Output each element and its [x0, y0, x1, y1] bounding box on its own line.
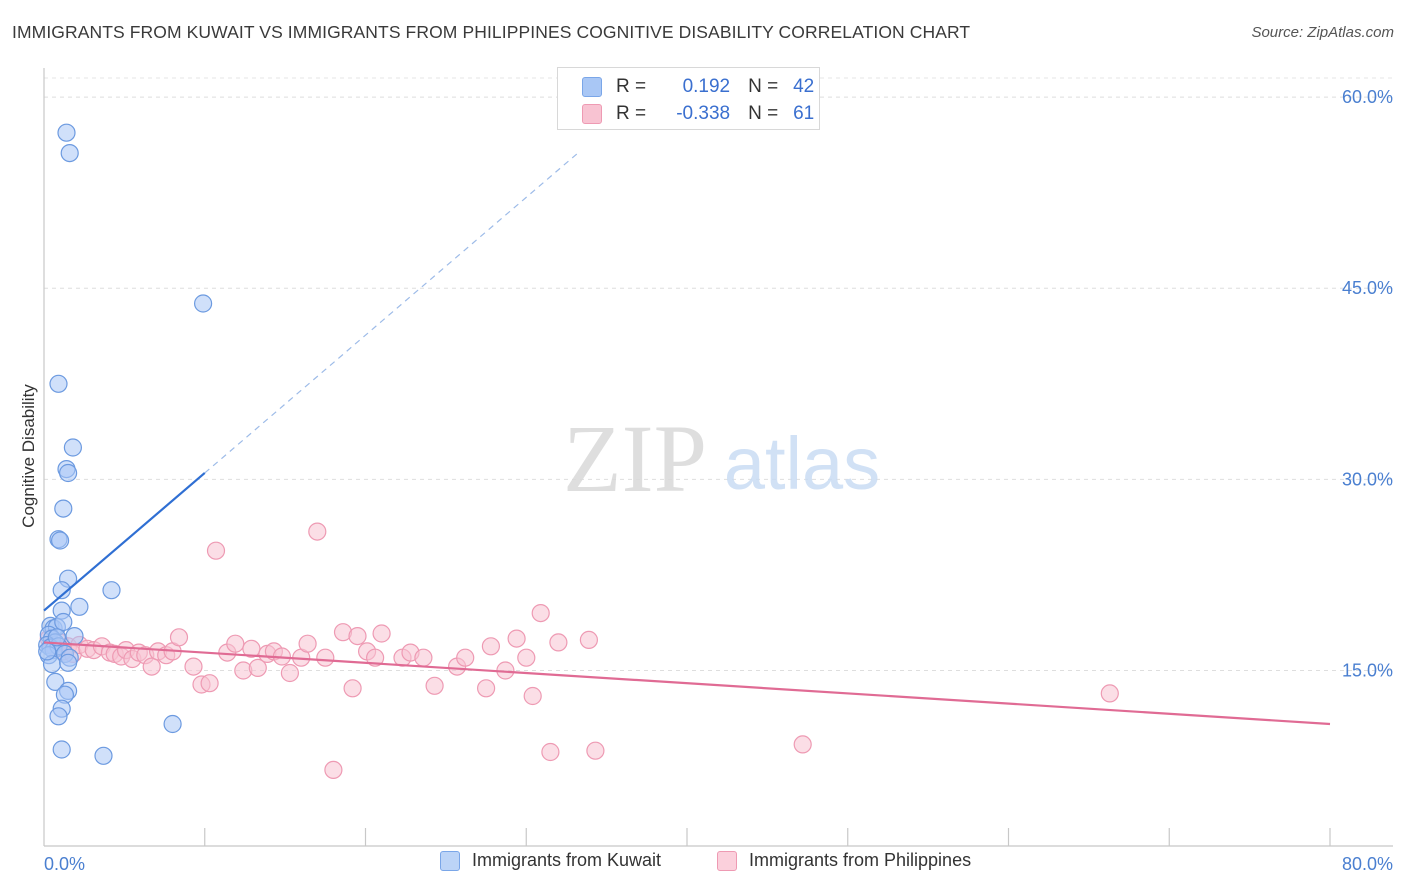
point-philippines	[366, 648, 385, 667]
point-kuwait	[52, 581, 71, 600]
series-label-philippines: Immigrants from Philippines	[749, 850, 972, 870]
legend-n-value-philippines: 61	[793, 103, 815, 124]
legend-r-value-philippines: -0.338	[676, 103, 731, 124]
point-philippines	[372, 624, 391, 643]
point-philippines	[541, 742, 560, 762]
legend-swatch-kuwait	[582, 77, 602, 97]
point-kuwait	[63, 438, 83, 457]
point-philippines	[280, 663, 299, 683]
point-philippines	[523, 686, 542, 706]
point-philippines	[549, 633, 568, 652]
point-philippines	[586, 741, 605, 760]
legend-r-value-kuwait: 0.192	[682, 76, 731, 97]
point-kuwait	[194, 294, 213, 313]
axes: 15.0% 30.0% 45.0% 60.0% 0.0% 80.0%	[43, 68, 1393, 874]
point-kuwait	[49, 374, 68, 393]
data-points	[38, 123, 1119, 780]
point-philippines	[308, 522, 327, 541]
point-kuwait	[47, 628, 67, 647]
legend-n-label: N =	[748, 103, 779, 124]
point-philippines	[579, 630, 599, 650]
point-philippines	[481, 637, 500, 656]
legend-swatch-philippines	[582, 104, 602, 124]
series-legend: Immigrants from Kuwait Immigrants from P…	[0, 850, 1406, 880]
point-kuwait	[94, 746, 113, 765]
point-philippines	[200, 674, 219, 693]
series-label-kuwait: Immigrants from Kuwait	[472, 850, 662, 870]
legend-r-label: R =	[616, 76, 647, 97]
point-philippines	[456, 648, 475, 667]
point-kuwait	[58, 463, 78, 483]
y-tick-label: 60.0%	[1342, 87, 1393, 107]
chart-title: IMMIGRANTS FROM KUWAIT VS IMMIGRANTS FRO…	[12, 22, 971, 42]
point-kuwait	[52, 740, 71, 759]
y-tick-label: 45.0%	[1342, 278, 1393, 298]
point-philippines	[477, 679, 496, 698]
point-philippines	[348, 626, 367, 646]
legend-n-value-kuwait: 42	[793, 76, 815, 97]
source-label: Source: ZipAtlas.com	[1251, 24, 1394, 41]
point-kuwait	[65, 626, 84, 646]
point-philippines	[298, 634, 317, 653]
point-philippines	[531, 603, 550, 623]
watermark-atlas: atlas	[724, 422, 880, 505]
point-kuwait	[163, 714, 182, 734]
point-kuwait	[54, 612, 73, 632]
y-tick-label: 30.0%	[1342, 469, 1393, 489]
point-kuwait	[58, 653, 78, 672]
trend-line-philippines	[43, 641, 1331, 726]
point-kuwait	[49, 707, 68, 726]
x-tick-label: 80.0%	[1342, 854, 1393, 874]
legend-r-label: R =	[616, 103, 647, 124]
point-philippines	[425, 676, 444, 695]
series-swatch-philippines	[717, 850, 737, 871]
grid-lines	[44, 77, 1393, 671]
point-philippines	[1100, 684, 1119, 703]
point-philippines	[142, 657, 161, 676]
x-tick-label: 0.0%	[44, 854, 85, 874]
point-philippines	[184, 657, 203, 676]
point-philippines	[226, 634, 245, 653]
correlation-legend: R = 0.192 N = 42 R = -0.338 N = 61	[557, 67, 820, 130]
legend-n-label: N =	[748, 76, 779, 97]
point-kuwait	[54, 499, 73, 518]
point-philippines	[343, 679, 362, 698]
point-philippines	[793, 735, 812, 754]
point-philippines	[248, 658, 267, 678]
point-kuwait	[60, 144, 79, 163]
point-philippines	[324, 760, 343, 780]
legend-row-kuwait: R = 0.192 N = 42	[582, 74, 814, 100]
series-swatch-kuwait	[440, 850, 460, 871]
trend-line-kuwait	[43, 472, 206, 612]
point-philippines	[517, 648, 536, 667]
point-philippines	[169, 628, 189, 647]
point-kuwait	[57, 123, 76, 142]
point-kuwait	[70, 597, 89, 616]
y-axis-label: Cognitive Disability	[19, 384, 38, 528]
point-kuwait	[102, 581, 121, 600]
series-legend-kuwait: Immigrants from Kuwait	[440, 850, 661, 871]
trend-extension-kuwait	[204, 151, 580, 474]
watermark-zip: ZIP	[563, 405, 707, 512]
point-philippines	[316, 648, 335, 667]
y-tick-label: 15.0%	[1342, 660, 1393, 680]
point-philippines	[206, 541, 226, 560]
series-legend-philippines: Immigrants from Philippines	[717, 850, 971, 871]
point-philippines	[507, 629, 526, 648]
point-kuwait	[50, 531, 70, 550]
legend-row-philippines: R = -0.338 N = 61	[582, 101, 814, 127]
point-kuwait	[46, 672, 65, 692]
trend-lines	[43, 151, 1331, 726]
point-philippines	[414, 648, 433, 667]
